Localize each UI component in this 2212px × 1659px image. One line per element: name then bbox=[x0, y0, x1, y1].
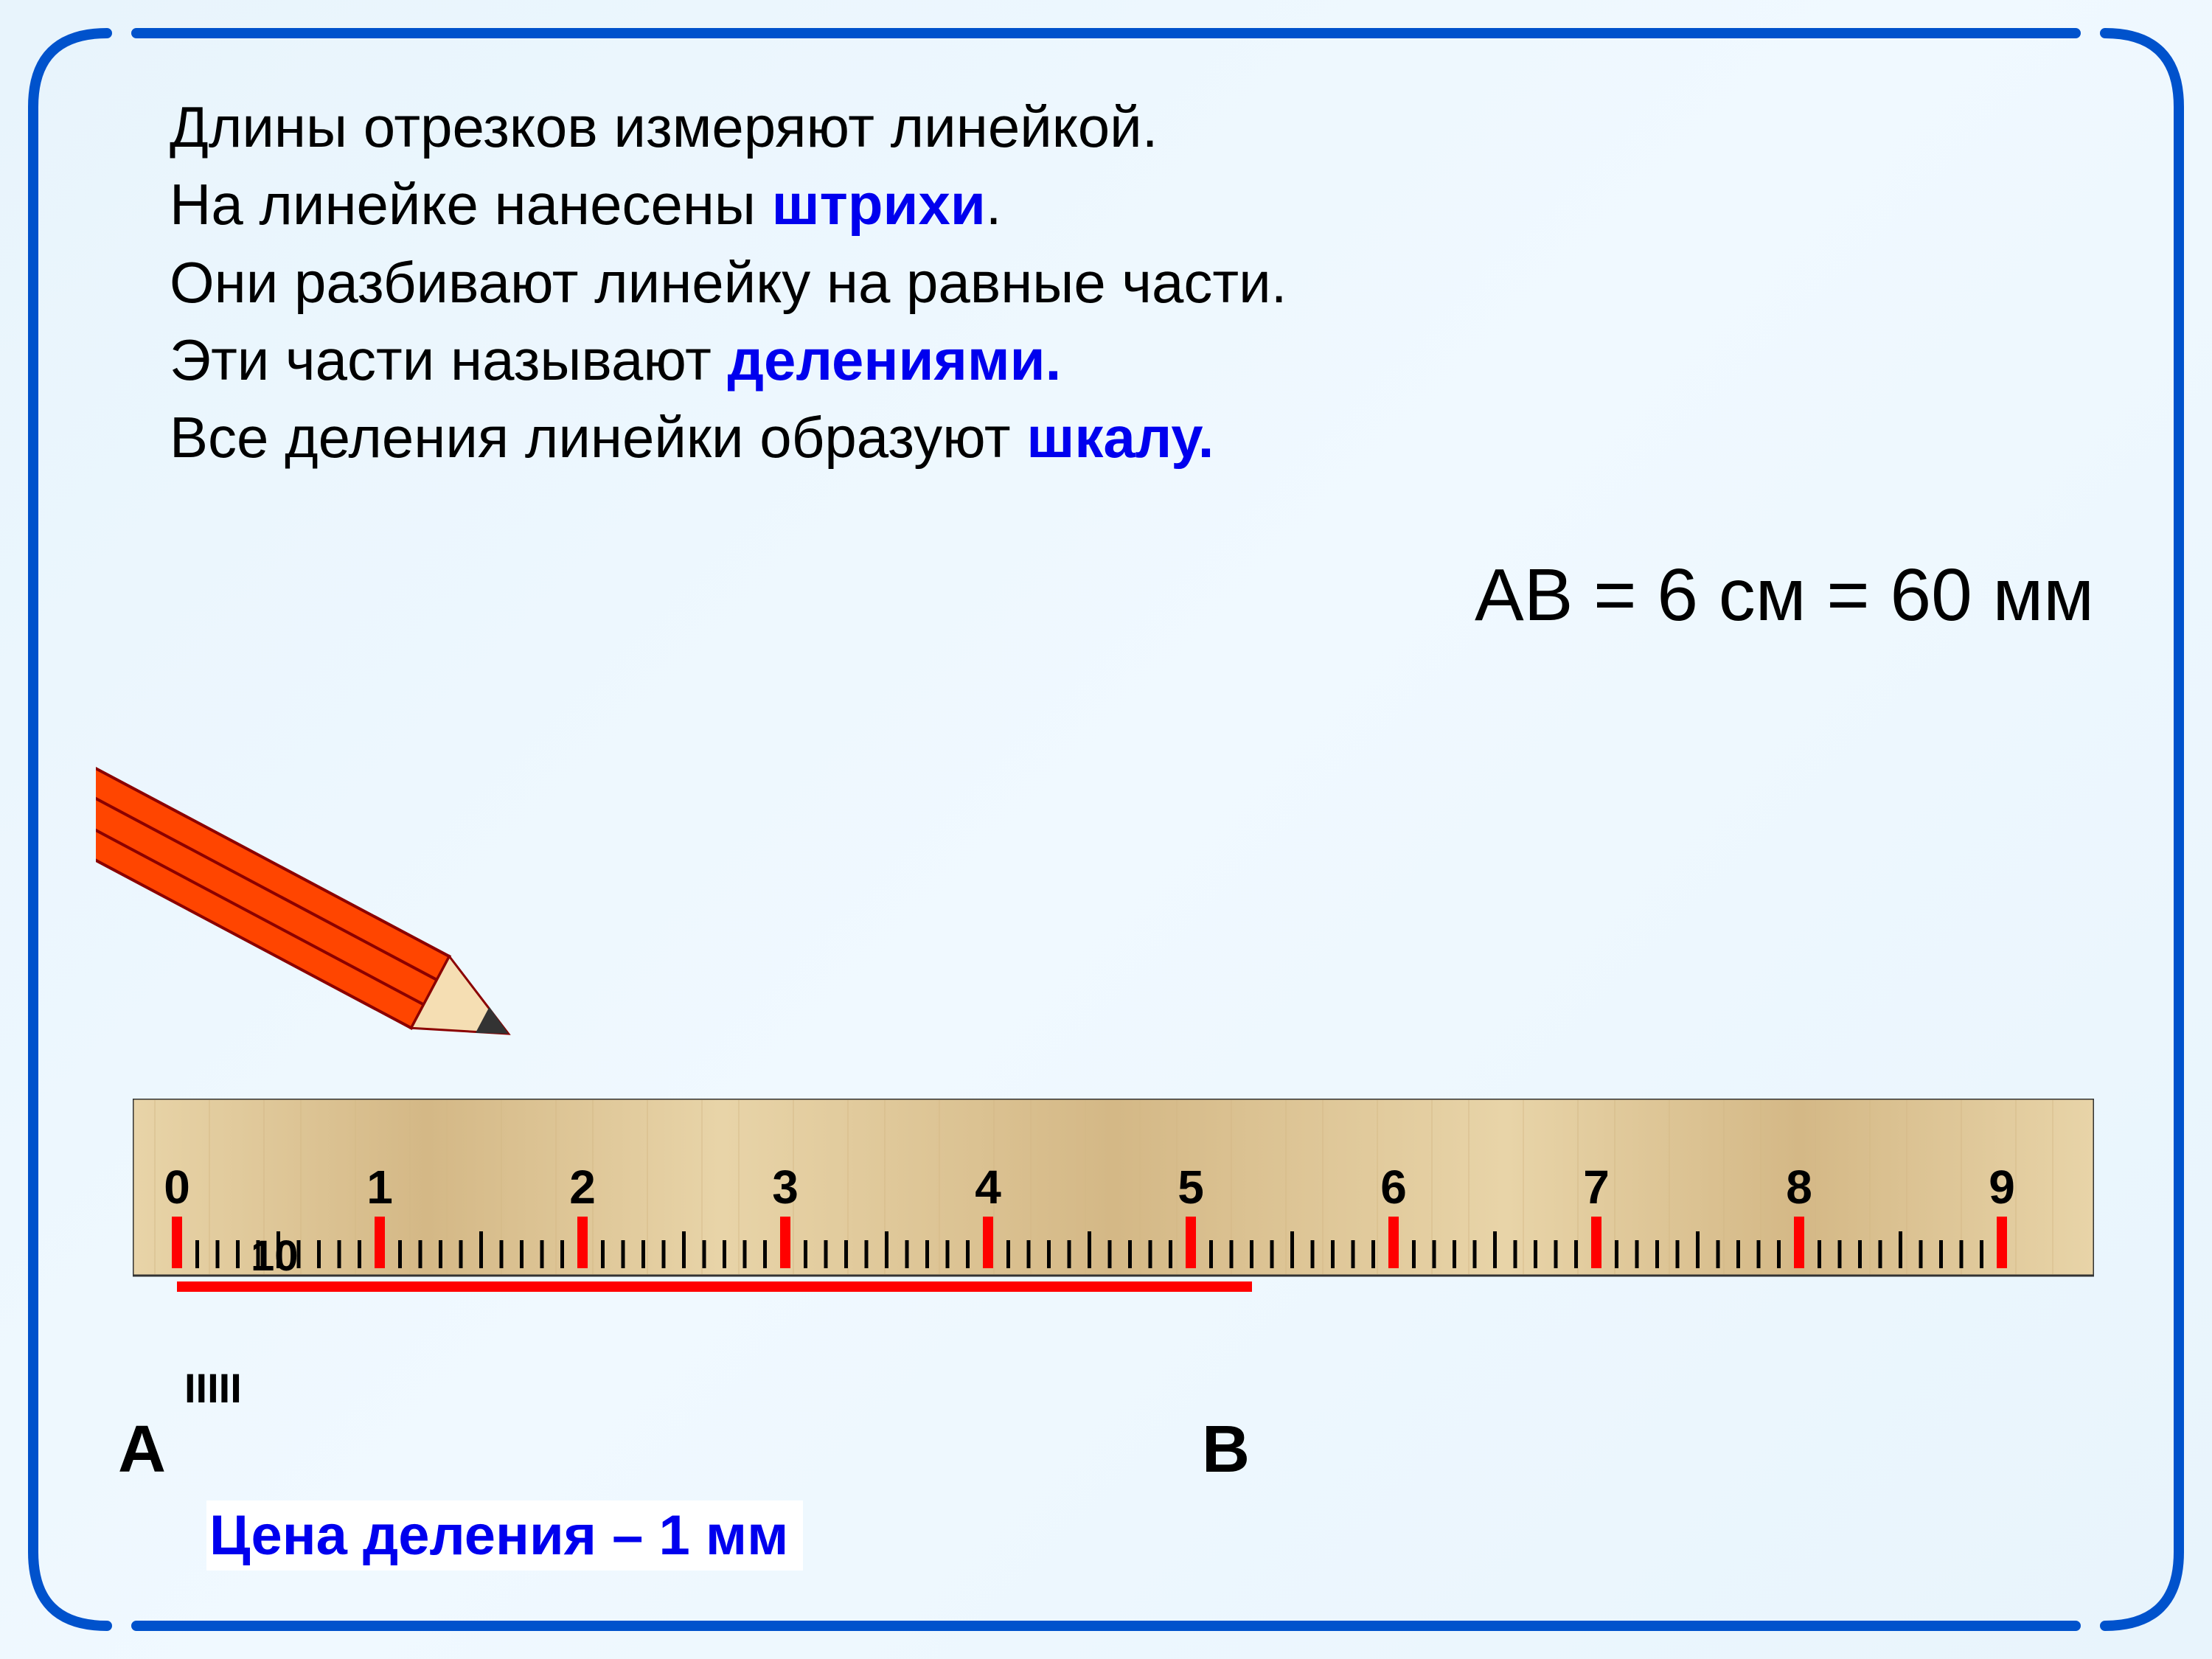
text-line4a: Эти части называют bbox=[170, 327, 728, 392]
svg-text:5: 5 bbox=[1178, 1161, 1204, 1214]
svg-text:4: 4 bbox=[975, 1161, 1001, 1214]
point-label-b: В bbox=[1202, 1412, 1250, 1488]
svg-text:7: 7 bbox=[1583, 1161, 1610, 1214]
division-price: Цена деления – 1 мм bbox=[206, 1500, 803, 1571]
svg-text:8: 8 bbox=[1786, 1161, 1812, 1214]
point-label-a: А bbox=[118, 1412, 166, 1488]
text-line2a: На линейке нанесены bbox=[170, 172, 772, 237]
equation: АВ = 6 см = 60 мм bbox=[1475, 553, 2094, 638]
extra-10-label: 10 bbox=[251, 1231, 299, 1281]
text-line2b: . bbox=[986, 172, 1002, 237]
text-line1: Длины отрезков измеряют линейкой. bbox=[170, 94, 1158, 159]
text-line5-blue: шкалу. bbox=[1026, 405, 1214, 470]
svg-text:3: 3 bbox=[772, 1161, 799, 1214]
extra-ticks: IIIII bbox=[184, 1364, 242, 1412]
text-line3: Они разбивают линейку на равные части. bbox=[170, 250, 1287, 315]
segment-line bbox=[177, 1281, 1252, 1292]
svg-text:6: 6 bbox=[1380, 1161, 1407, 1214]
pencil-icon bbox=[96, 675, 553, 1206]
svg-text:9: 9 bbox=[1989, 1161, 2015, 1214]
svg-text:2: 2 bbox=[569, 1161, 596, 1214]
text-line5a: Все деления линейки образуют bbox=[170, 405, 1026, 470]
text-line4-blue: делениями. bbox=[728, 327, 1062, 392]
text-line2-blue: штрихи bbox=[772, 172, 986, 237]
explanation-text: Длины отрезков измеряют линейкой. На лин… bbox=[170, 88, 1287, 476]
